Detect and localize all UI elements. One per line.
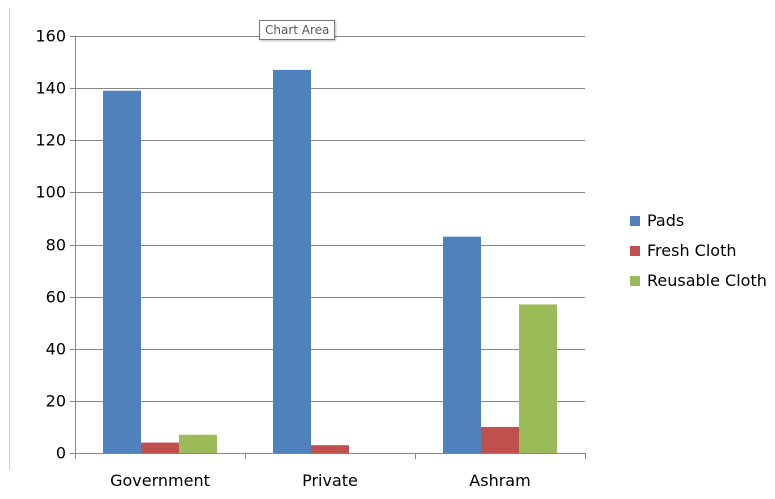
bar[interactable] xyxy=(481,426,519,453)
legend-label: Reusable Cloth xyxy=(647,271,767,290)
y-tick-label: 0 xyxy=(56,444,66,463)
gridlines xyxy=(75,36,585,402)
bar[interactable] xyxy=(141,442,179,453)
y-tick-label: 80 xyxy=(46,236,66,255)
legend-swatch xyxy=(630,215,640,226)
x-tick-labels: Government Private Ashram xyxy=(110,471,531,490)
bar[interactable] xyxy=(273,69,311,453)
legend-swatch xyxy=(630,275,640,286)
y-tick-label: 100 xyxy=(35,183,66,202)
y-tick-label: 20 xyxy=(46,392,66,411)
x-tick-label: Government xyxy=(110,471,210,490)
x-tick-label: Private xyxy=(302,471,358,490)
legend-label: Pads xyxy=(647,211,685,230)
bars xyxy=(103,69,557,453)
legend: Pads Fresh Cloth Reusable Cloth xyxy=(630,210,767,300)
legend-item[interactable]: Pads xyxy=(630,210,767,231)
y-tick-label: 40 xyxy=(46,340,66,359)
y-tick-labels: 0 20 40 60 80 100 120 140 160 xyxy=(35,27,66,463)
legend-item[interactable]: Reusable Cloth xyxy=(630,270,767,291)
bar[interactable] xyxy=(179,434,217,453)
bar[interactable] xyxy=(443,236,481,453)
x-tick-label: Ashram xyxy=(469,471,530,490)
bar[interactable] xyxy=(311,445,349,453)
axes xyxy=(9,8,586,470)
legend-swatch xyxy=(630,245,640,256)
bar[interactable] xyxy=(103,90,141,453)
y-tick-label: 140 xyxy=(35,79,66,98)
bar[interactable] xyxy=(519,304,557,453)
chart-area-tooltip: Chart Area xyxy=(259,20,336,40)
y-tick-label: 120 xyxy=(35,131,66,150)
y-tick-label: 60 xyxy=(46,288,66,307)
legend-label: Fresh Cloth xyxy=(647,241,737,260)
y-tick-label: 160 xyxy=(35,27,66,46)
legend-item[interactable]: Fresh Cloth xyxy=(630,240,767,261)
